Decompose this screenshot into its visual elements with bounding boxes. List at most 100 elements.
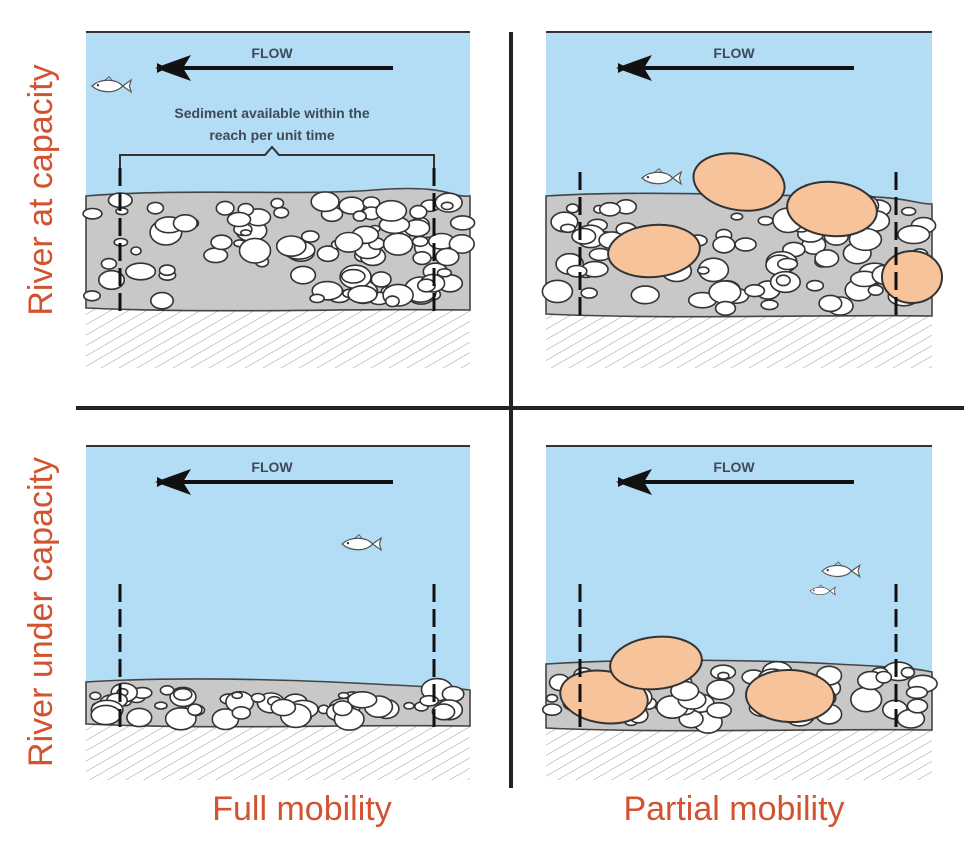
pebble <box>696 266 710 275</box>
pebble <box>712 235 736 254</box>
pebble <box>906 698 929 714</box>
pebble <box>238 237 272 264</box>
pebble <box>89 691 102 701</box>
pebble <box>730 212 744 221</box>
pebble <box>173 687 193 701</box>
pebble <box>419 694 440 707</box>
pebble <box>309 293 325 304</box>
pebble <box>290 265 317 285</box>
flow-label-bottom-left: FLOW <box>251 459 293 475</box>
pebble <box>382 232 414 256</box>
boulder <box>745 668 835 724</box>
pebble <box>240 229 252 237</box>
riverbed-hatch <box>546 726 932 780</box>
pebble <box>580 287 599 299</box>
riverbed-hatch <box>86 722 470 780</box>
pebble <box>441 685 465 703</box>
pebble <box>900 206 917 217</box>
boulder <box>607 223 701 279</box>
pebble <box>714 300 737 317</box>
flow-arrow-head <box>616 55 652 81</box>
pebble <box>384 295 400 308</box>
pebble <box>571 227 597 245</box>
pebble <box>273 206 290 219</box>
pebble <box>83 290 102 302</box>
pebble <box>412 251 432 266</box>
column-label-right: Partial mobility <box>623 790 844 828</box>
pebble <box>130 246 142 256</box>
pebble <box>760 299 779 311</box>
pebble <box>125 262 157 281</box>
pebble <box>337 691 350 700</box>
pebble <box>210 234 233 251</box>
pebble <box>431 703 456 721</box>
boulder <box>881 250 943 304</box>
pebble <box>270 698 297 717</box>
pebble <box>545 693 559 703</box>
pebble <box>541 279 574 304</box>
pebble <box>757 215 774 226</box>
pebble <box>409 204 428 220</box>
pebble <box>565 203 580 214</box>
pebble <box>334 231 364 253</box>
pebble <box>706 701 733 719</box>
boulder <box>786 180 878 238</box>
pebble <box>814 249 840 268</box>
pebble <box>231 706 252 720</box>
flow-label-top-right: FLOW <box>713 45 755 61</box>
pebble <box>708 280 742 305</box>
pebble <box>849 686 883 713</box>
pebble <box>717 671 730 680</box>
panel-capacity-partial-mobility <box>541 31 943 368</box>
sediment-annotation-line2: reach per unit time <box>209 127 334 143</box>
pebble <box>403 701 415 710</box>
boulder <box>692 152 786 212</box>
pebble <box>159 684 175 696</box>
pebble <box>90 704 122 726</box>
pebble <box>818 294 843 313</box>
pebble <box>146 201 165 215</box>
pebble <box>375 199 408 222</box>
flow-label-bottom-right: FLOW <box>713 459 755 475</box>
row-label-top: River at capacity <box>22 64 60 315</box>
pebble <box>275 235 307 258</box>
pebble <box>164 706 197 731</box>
pebble <box>896 224 931 245</box>
pebble <box>250 692 266 703</box>
fish-icon <box>341 534 383 552</box>
pebble <box>805 279 825 292</box>
pebble <box>347 284 378 304</box>
panel-capacity-full-mobility <box>82 31 476 368</box>
pebble <box>448 234 475 255</box>
sediment-annotation-line1: Sediment available within the <box>174 105 369 121</box>
fish-icon <box>821 561 861 579</box>
pebble <box>436 267 453 278</box>
pebble <box>411 235 429 248</box>
fish-icon <box>641 168 683 186</box>
riverbed-hatch <box>546 312 932 368</box>
flow-arrow-head <box>155 469 191 495</box>
pebble <box>340 268 366 284</box>
pebble <box>126 707 153 728</box>
pebble <box>100 257 118 270</box>
pebble <box>541 703 563 716</box>
flow-arrow-head <box>616 469 652 495</box>
column-label-left: Full mobility <box>212 790 391 828</box>
sediment-reach-bracket <box>119 145 435 168</box>
pebble <box>867 284 884 297</box>
fish-icon <box>91 76 133 94</box>
pebble <box>172 214 198 233</box>
pebble <box>449 215 476 231</box>
pebble <box>900 666 916 679</box>
flow-label-top-left: FLOW <box>251 45 293 61</box>
pebble <box>310 191 340 213</box>
row-label-bottom: River under capacity <box>22 457 60 767</box>
pebble <box>775 274 791 287</box>
pebble <box>316 245 340 263</box>
pebble <box>270 197 285 209</box>
pebble <box>706 679 735 701</box>
pebble <box>332 700 353 717</box>
pebble <box>352 210 367 222</box>
pebble <box>82 207 103 220</box>
pebble <box>347 690 378 709</box>
